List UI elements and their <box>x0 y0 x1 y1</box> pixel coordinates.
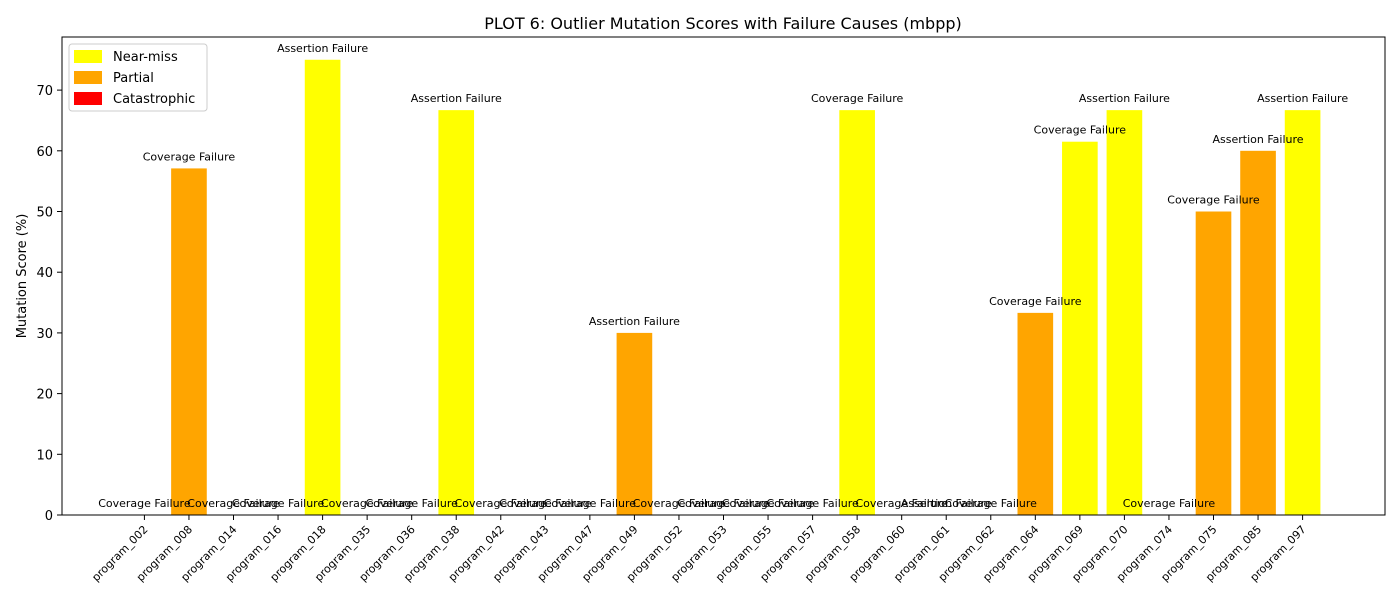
bar-label-program-058: Coverage Failure <box>811 92 904 105</box>
bars-layer <box>171 59 1321 516</box>
y-axis-label: Mutation Score (%) <box>15 214 30 339</box>
bar-program-070 <box>1106 110 1143 515</box>
bar-program-058 <box>839 110 875 515</box>
bar-program-097 <box>1284 110 1321 515</box>
bar-label-program-057: Coverage Failure <box>766 497 859 510</box>
bar-label-program-097: Assertion Failure <box>1257 92 1348 105</box>
bar-label-program-070: Assertion Failure <box>1079 92 1170 105</box>
bar-label-program-008: Coverage Failure <box>143 150 236 163</box>
legend-label-near-miss: Near-miss <box>113 50 178 65</box>
legend-swatch-near-miss <box>74 50 102 63</box>
bar-label-program-014: Coverage Failure <box>187 497 280 510</box>
legend-label-catastrophic: Catastrophic <box>113 92 195 107</box>
y-axis-ticks: 0 10 20 30 40 50 60 70 <box>36 84 62 524</box>
bar-label-program-052: Coverage Failure <box>633 497 726 510</box>
bar-program-008 <box>171 168 207 516</box>
bar-label-program-049: Assertion Failure <box>589 315 680 328</box>
bar-label-program-035: Coverage Failure <box>321 497 414 510</box>
bar-label-program-055: Coverage Failure <box>722 497 815 510</box>
bar-program-075 <box>1195 211 1232 515</box>
bar-label-program-038: Assertion Failure <box>411 92 502 105</box>
legend-swatch-partial <box>74 71 102 84</box>
bar-label-program-036: Coverage Failure <box>365 497 458 510</box>
bar-program-018 <box>304 59 341 516</box>
legend-label-partial: Partial <box>113 71 154 86</box>
bar-label-program-074: Coverage Failure <box>1123 497 1216 510</box>
bar-label-program-061: Assertion Failure <box>901 497 992 510</box>
y-tick-label: 10 <box>36 448 53 463</box>
bar-program-049 <box>616 332 653 515</box>
bar-label-program-018: Assertion Failure <box>277 42 368 55</box>
bar-program-085 <box>1240 150 1276 516</box>
y-tick-label: 40 <box>36 266 53 281</box>
chart-title: PLOT 6: Outlier Mutation Scores with Fai… <box>484 14 962 33</box>
bar-program-038 <box>438 110 475 515</box>
bar-program-064 <box>1017 312 1054 515</box>
bar-label-program-002: Coverage Failure <box>98 497 191 510</box>
bar-label-program-016: Coverage Failure <box>232 497 325 510</box>
bar-label-program-043: Coverage Failure <box>499 497 592 510</box>
bar-label-program-064: Coverage Failure <box>989 295 1082 308</box>
bar-label-program-075: Coverage Failure <box>1167 194 1260 207</box>
plot-frame <box>61 36 1386 516</box>
y-tick-label: 0 <box>45 509 53 524</box>
x-axis-ticks: program_002program_008program_014program… <box>89 515 1309 584</box>
bar-label-program-047: Coverage Failure <box>544 497 637 510</box>
bar-label-program-053: Coverage Failure <box>677 497 770 510</box>
legend-box <box>68 43 208 112</box>
y-tick-label: 70 <box>36 84 53 99</box>
y-tick-label: 50 <box>36 206 53 221</box>
y-tick-label: 60 <box>36 145 53 160</box>
y-tick-label: 20 <box>36 388 53 403</box>
bar-label-program-085: Assertion Failure <box>1213 133 1304 146</box>
bar-label-program-069: Coverage Failure <box>1034 124 1127 137</box>
bar-label-program-060: Coverage Failure <box>855 497 948 510</box>
legend: Near-miss Partial Catastrophic <box>68 43 208 112</box>
bar-label-program-062: Coverage Failure <box>945 497 1038 510</box>
y-tick-label: 30 <box>36 327 53 342</box>
legend-swatch-catastrophic <box>74 92 102 105</box>
bar-program-069 <box>1062 141 1098 515</box>
bar-label-program-042: Coverage Failure <box>455 497 548 510</box>
